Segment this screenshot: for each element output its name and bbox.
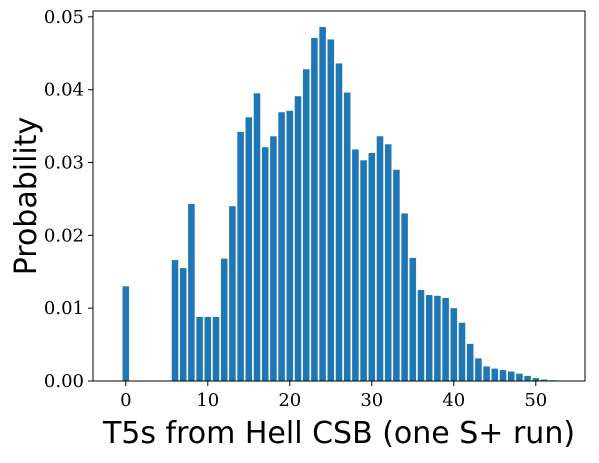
bar-48 <box>516 374 523 381</box>
y-tick-label: 0.05 <box>44 7 84 28</box>
bar-32 <box>385 144 392 381</box>
bar-34 <box>401 213 408 381</box>
bar-18 <box>270 136 277 381</box>
bar-16 <box>254 93 261 381</box>
bar-9 <box>196 317 203 381</box>
bar-23 <box>311 38 318 381</box>
bar-28 <box>352 149 359 381</box>
x-tick-label: 30 <box>360 390 383 411</box>
bar-27 <box>344 93 351 381</box>
bar-10 <box>205 317 212 381</box>
bar-21 <box>295 96 302 381</box>
bar-29 <box>360 160 367 381</box>
y-tick-label: 0.00 <box>44 371 84 392</box>
bar-35 <box>410 258 417 381</box>
x-tick-label: 40 <box>442 390 465 411</box>
y-tick-label: 0.01 <box>44 298 84 319</box>
bar-13 <box>229 206 236 381</box>
bar-11 <box>213 317 220 381</box>
x-ticks: 0 10 20 30 40 50 <box>120 381 547 411</box>
bar-14 <box>237 132 244 381</box>
bar-38 <box>434 296 441 381</box>
x-tick-label: 10 <box>196 390 219 411</box>
bars-layer <box>123 27 564 381</box>
bar-31 <box>377 136 384 381</box>
bar-45 <box>492 369 499 381</box>
x-tick-label: 50 <box>524 390 547 411</box>
bar-17 <box>262 147 269 381</box>
bar-36 <box>418 290 425 381</box>
bar-39 <box>442 298 449 381</box>
bar-6 <box>172 260 179 381</box>
bar-26 <box>336 63 343 381</box>
bar-22 <box>303 69 310 381</box>
y-ticks: 0.00 0.01 0.02 0.03 0.04 0.05 <box>44 7 93 392</box>
bar-8 <box>188 204 195 381</box>
x-axis-label: T5s from Hell CSB (one S+ run) <box>102 416 575 451</box>
bar-20 <box>287 111 294 381</box>
x-tick-label: 20 <box>278 390 301 411</box>
bar-46 <box>500 370 507 381</box>
bar-40 <box>451 308 458 381</box>
bar-41 <box>459 323 466 381</box>
bar-25 <box>328 39 335 381</box>
bar-47 <box>508 372 515 381</box>
bar-37 <box>426 295 433 381</box>
y-tick-label: 0.04 <box>44 80 84 101</box>
bar-42 <box>467 344 474 381</box>
bar-15 <box>246 117 253 381</box>
bar-30 <box>369 153 376 381</box>
y-axis-label: Probability <box>9 117 44 276</box>
bar-44 <box>483 366 490 381</box>
bar-7 <box>180 268 187 381</box>
bar-12 <box>221 259 228 381</box>
bar-33 <box>393 170 400 381</box>
x-tick-label: 0 <box>120 390 131 411</box>
y-tick-label: 0.02 <box>44 225 84 246</box>
bar-43 <box>475 358 482 381</box>
y-tick-label: 0.03 <box>44 152 84 173</box>
bar-0 <box>123 286 130 381</box>
bar-19 <box>278 112 285 381</box>
bar-49 <box>524 376 531 381</box>
bar-24 <box>319 27 326 381</box>
